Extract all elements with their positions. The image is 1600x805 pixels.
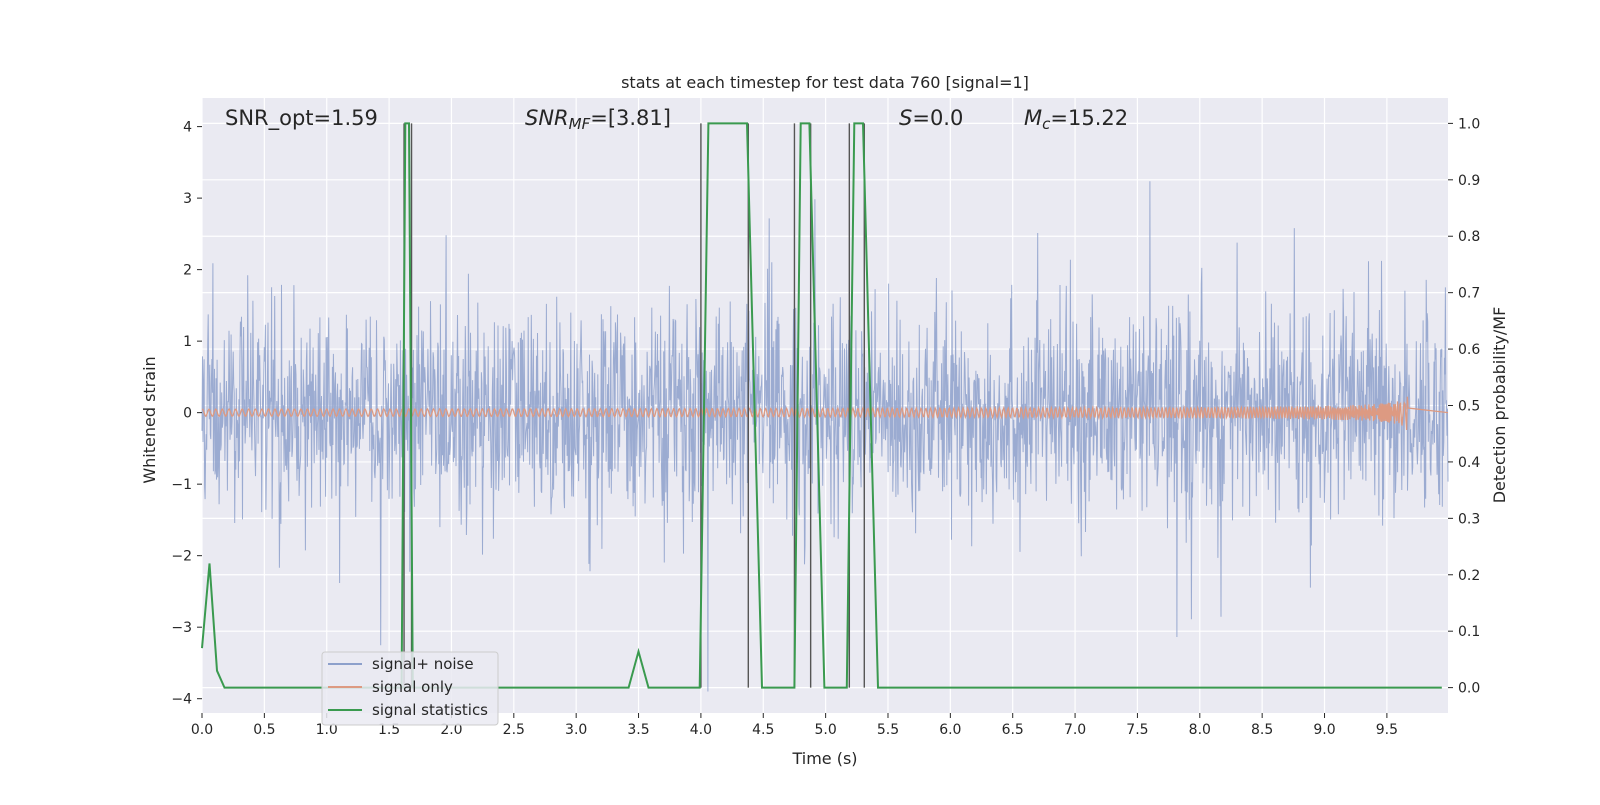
x-tick-label: 0.0 [191,722,213,738]
signal-noise-line [201,181,1449,692]
x-tick-label: 2.0 [440,722,462,738]
y-tick-label: 1 [183,334,192,350]
y-right-tick-label: 0.5 [1458,399,1480,415]
x-tick-label: 0.5 [253,722,275,738]
y-tick-label: −3 [171,620,192,636]
x-tick-label: 4.5 [752,722,774,738]
y-axis-right-label: Detection probability/MF [1490,307,1509,504]
legend-label-signal-only: signal only [372,678,453,696]
x-tick-label: 8.0 [1189,722,1211,738]
signal-statistics-line [201,122,1442,689]
mc-value: =15.22 [1050,106,1128,130]
x-tick-label: 5.0 [814,722,836,738]
mc-base: M [1024,106,1042,130]
x-tick-label: 7.5 [1126,722,1148,738]
y-tick-label: 0 [183,406,192,422]
y-tick-label: −2 [171,549,192,565]
x-tick-label: 6.0 [939,722,961,738]
s-base: S [899,106,912,130]
signal-statistics-series [201,122,1442,689]
axis-ticks: 0.0 0.5 1.0 1.5 2.0 2.5 3.0 3.5 4.0 4.5 5.0 5.5 6.0 6… [171,116,1480,738]
mc-annotation: Mc=15.22 [1024,106,1128,133]
x-tick-label: 9.5 [1376,722,1398,738]
signal-statistics-spike [400,122,414,688]
x-tick-label: 5.5 [877,722,899,738]
legend-label-signal-statistics: signal statistics [372,701,488,719]
snr-opt-annotation: SNR_opt=1.59 [225,106,378,131]
y-tick-label: 2 [183,263,192,279]
x-tick-label: 6.5 [1002,722,1024,738]
y-right-tick-label: 0.9 [1458,173,1480,189]
y-right-tick-label: 0.2 [1458,568,1480,584]
snr-mf-value: =[3.81] [590,106,671,130]
x-tick-label: 1.5 [378,722,400,738]
snr-mf-base: SNR [525,106,569,130]
y-right-tick-label: 0.4 [1458,455,1480,471]
signal-noise-series [201,181,1449,692]
mc-subscript: c [1042,115,1051,133]
x-axis-label: Time (s) [791,749,857,768]
x-tick-label: 3.5 [627,722,649,738]
x-tick-label: 9.0 [1313,722,1335,738]
y-tick-label: 3 [183,191,192,207]
s-value: =0.0 [912,106,963,130]
x-tick-label: 8.5 [1251,722,1273,738]
y-right-tick-label: 0.0 [1458,681,1480,697]
snr-mf-subscript: MF [569,115,591,133]
legend: signal+ noise signal only signal statist… [321,651,499,726]
y-tick-label: −1 [171,477,192,493]
s-annotation: S=0.0 [899,106,963,130]
y-right-tick-label: 1.0 [1458,116,1480,132]
x-tick-label: 7.0 [1064,722,1086,738]
snr-mf-annotation: SNRMF=[3.81] [525,106,671,133]
legend-box [321,651,499,726]
x-tick-label: 2.5 [503,722,525,738]
legend-label-signal-noise: signal+ noise [372,655,474,673]
y-right-tick-label: 0.3 [1458,511,1480,527]
y-right-tick-label: 0.1 [1458,624,1480,640]
chart-title: stats at each timestep for test data 760… [621,73,1029,92]
x-tick-label: 4.0 [690,722,712,738]
y-tick-label: 4 [183,120,192,136]
y-right-tick-label: 0.6 [1458,342,1480,358]
y-tick-label: −4 [171,692,192,708]
y-right-tick-label: 0.7 [1458,286,1480,302]
x-tick-label: 3.0 [565,722,587,738]
y-axis-label: Whitened strain [140,356,159,483]
x-tick-label: 1.0 [316,722,338,738]
y-right-tick-label: 0.8 [1458,229,1480,245]
